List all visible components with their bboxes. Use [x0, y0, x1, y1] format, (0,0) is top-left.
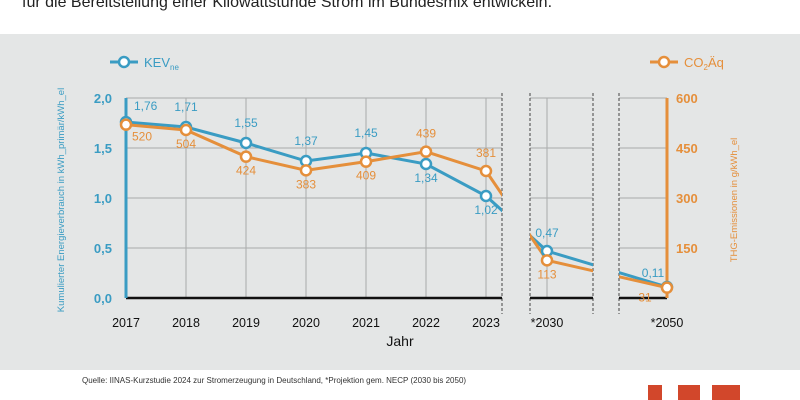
intro-text: für die Bereitstellung einer Kilowattstu…: [22, 0, 553, 11]
logo-part: [712, 385, 740, 400]
y-right-title: THG-Emissionen in g/kWh_el: [729, 138, 740, 263]
data-label: 31: [638, 291, 652, 305]
data-label: 439: [416, 127, 436, 141]
data-label: 424: [236, 164, 256, 178]
series-line-kev: [126, 120, 667, 289]
data-point: [239, 136, 253, 150]
data-label: 520: [132, 130, 152, 144]
data-point: [540, 254, 554, 267]
data-point: [359, 155, 373, 168]
data-point: [479, 189, 493, 203]
logo-part: [678, 385, 700, 400]
data-label: 1,37: [294, 134, 318, 148]
y-right-tick: 600: [676, 91, 698, 106]
data-label: 1,45: [354, 126, 378, 140]
y-right-tick: 300: [676, 191, 698, 206]
x-tick-label: 2023: [472, 316, 500, 330]
data-label: 1,55: [234, 116, 258, 130]
data-label: 1,71: [174, 100, 198, 114]
x-tick-label: *2030: [531, 316, 564, 330]
x-tick-label: 2018: [172, 316, 200, 330]
x-tick-label: 2019: [232, 316, 260, 330]
y-left-tick: 1,5: [94, 141, 112, 156]
data-label: 113: [537, 267, 556, 281]
logo: [648, 385, 662, 400]
y-left-tick: 0,0: [94, 291, 112, 306]
y-left-tick: 0,5: [94, 241, 112, 256]
data-label: 1,02: [474, 203, 498, 217]
x-tick-label: 2017: [112, 316, 140, 330]
source-note: Quelle: IINAS-Kurzstudie 2024 zur Strome…: [82, 376, 467, 385]
y-left-title: Kumulierter Energieverbrauch in kWh_prim…: [56, 88, 67, 312]
data-point: [119, 118, 133, 131]
x-tick-label: 2020: [292, 316, 320, 330]
data-label: 381: [476, 146, 496, 160]
data-point: [299, 164, 313, 177]
kev-legend-label: KEVne: [144, 55, 179, 72]
data-point: [179, 123, 193, 137]
co2-legend-marker: [657, 55, 671, 69]
y-right-tick: 150: [676, 241, 698, 256]
data-label: 0,11: [642, 266, 665, 280]
data-label: 383: [296, 177, 316, 191]
data-label: 504: [176, 137, 196, 151]
x-tick-label: 2022: [412, 316, 440, 330]
data-point: [660, 281, 674, 294]
data-point: [419, 157, 433, 171]
y-left-tick: 1,0: [94, 191, 112, 206]
data-point: [419, 145, 433, 158]
x-tick-label: 2021: [352, 316, 380, 330]
co2-legend-label: CO2Äq: [684, 55, 724, 72]
data-label: 1,76: [134, 99, 158, 113]
data-label: 1,34: [414, 171, 438, 185]
data-label: 0,47: [535, 226, 559, 240]
kev-legend-marker: [117, 55, 131, 69]
data-label: 409: [356, 169, 376, 183]
y-right-tick: 450: [676, 141, 698, 156]
data-point: [239, 150, 253, 163]
x-tick-label: *2050: [651, 316, 684, 330]
y-left-tick: 2,0: [94, 91, 112, 106]
data-point: [479, 164, 493, 178]
x-axis-title: Jahr: [386, 333, 414, 349]
